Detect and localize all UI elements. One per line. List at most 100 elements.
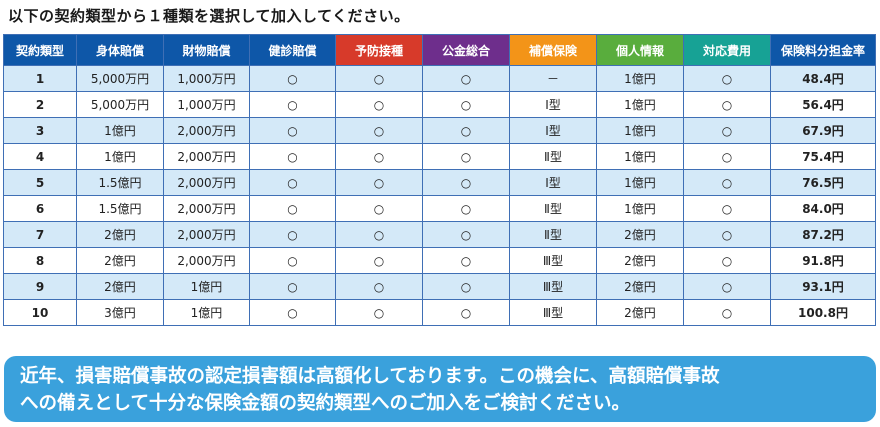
bodily-injury-cell: 2億円 (76, 247, 164, 274)
bodily-injury-cell: 5,000万円 (76, 91, 164, 118)
checkup-liability-cell: ○ (249, 247, 336, 274)
response-cost-cell: ○ (683, 273, 771, 300)
header-cell: 対応費用 (683, 34, 771, 66)
compensation-type-cell: Ⅱ型 (509, 221, 597, 248)
property-damage-cell: 1億円 (163, 299, 250, 326)
premium-rate-value: 91.8 (802, 254, 832, 268)
contract-type-number: 2 (3, 91, 77, 118)
public-fund-cell: ○ (422, 247, 510, 274)
checkup-liability-cell: ○ (249, 221, 336, 248)
table-header-row: 契約類型 身体賠償 財物賠償 健診賠償 予防接種 公金総合 補償保険 個人情報 … (3, 34, 876, 66)
premium-rate-unit: 円 (831, 124, 844, 138)
vaccination-cell: ○ (335, 169, 423, 196)
header-cell: 予防接種 (335, 34, 423, 66)
premium-rate-cell: 48.4円 (770, 65, 876, 92)
contract-type-number: 4 (3, 143, 77, 170)
premium-rate-cell: 91.8円 (770, 247, 876, 274)
response-cost-cell: ○ (683, 143, 771, 170)
header-cell: 健診賠償 (249, 34, 336, 66)
property-damage-cell: 2,000万円 (163, 247, 250, 274)
property-damage-cell: 2,000万円 (163, 143, 250, 170)
response-cost-cell: ○ (683, 91, 771, 118)
vaccination-cell: ○ (335, 143, 423, 170)
premium-rate-unit: 円 (831, 254, 844, 268)
vaccination-cell: ○ (335, 221, 423, 248)
table-row: 4 1億円 2,000万円 ○ ○ ○ Ⅱ型 1億円 ○ 75.4円 (3, 143, 876, 170)
public-fund-cell: ○ (422, 143, 510, 170)
premium-rate-unit: 円 (831, 228, 844, 242)
premium-rate-value: 87.2 (802, 228, 832, 242)
premium-rate-cell: 67.9円 (770, 117, 876, 144)
personal-info-cell: 2億円 (596, 247, 684, 274)
checkup-liability-cell: ○ (249, 273, 336, 300)
table-row: 5 1.5億円 2,000万円 ○ ○ ○ Ⅰ型 1億円 ○ 76.5円 (3, 169, 876, 196)
contract-type-number: 1 (3, 65, 77, 92)
premium-rate-unit: 円 (831, 72, 844, 86)
notice-banner: 近年、損害賠償事故の認定損害額は高額化しております。この機会に、高額賠償事故 へ… (4, 356, 876, 422)
premium-rate-value: 48.4 (802, 72, 832, 86)
header-cell: 個人情報 (596, 34, 684, 66)
public-fund-cell: ○ (422, 169, 510, 196)
property-damage-cell: 2,000万円 (163, 117, 250, 144)
compensation-type-cell: Ⅱ型 (509, 143, 597, 170)
personal-info-cell: 1億円 (596, 117, 684, 144)
vaccination-cell: ○ (335, 195, 423, 222)
premium-rate-cell: 75.4円 (770, 143, 876, 170)
premium-rate-value: 93.1 (802, 280, 832, 294)
page-heading: 以下の契約類型から１種類を選択して加入してください。 (8, 7, 410, 25)
property-damage-cell: 2,000万円 (163, 221, 250, 248)
premium-rate-cell: 84.0円 (770, 195, 876, 222)
contract-type-number: 6 (3, 195, 77, 222)
contract-type-number: 7 (3, 221, 77, 248)
compensation-type-cell: － (509, 65, 597, 92)
checkup-liability-cell: ○ (249, 65, 336, 92)
premium-rate-cell: 93.1円 (770, 273, 876, 300)
table-row: 3 1億円 2,000万円 ○ ○ ○ Ⅰ型 1億円 ○ 67.9円 (3, 117, 876, 144)
checkup-liability-cell: ○ (249, 195, 336, 222)
bodily-injury-cell: 1.5億円 (76, 169, 164, 196)
vaccination-cell: ○ (335, 273, 423, 300)
table-row: 6 1.5億円 2,000万円 ○ ○ ○ Ⅱ型 1億円 ○ 84.0円 (3, 195, 876, 222)
compensation-type-cell: Ⅰ型 (509, 169, 597, 196)
vaccination-cell: ○ (335, 91, 423, 118)
bodily-injury-cell: 1.5億円 (76, 195, 164, 222)
premium-rate-cell: 76.5円 (770, 169, 876, 196)
premium-rate-value: 75.4 (802, 150, 832, 164)
premium-rate-cell: 56.4円 (770, 91, 876, 118)
vaccination-cell: ○ (335, 65, 423, 92)
header-cell: 保険料分担金率 (770, 34, 876, 66)
contract-type-number: 5 (3, 169, 77, 196)
vaccination-cell: ○ (335, 117, 423, 144)
header-cell: 財物賠償 (163, 34, 250, 66)
property-damage-cell: 1,000万円 (163, 65, 250, 92)
vaccination-cell: ○ (335, 247, 423, 274)
premium-rate-unit: 円 (831, 280, 844, 294)
property-damage-cell: 1億円 (163, 273, 250, 300)
notice-line-1: 近年、損害賠償事故の認定損害額は高額化しております。この機会に、高額賠償事故 (20, 366, 720, 387)
contract-type-number: 9 (3, 273, 77, 300)
personal-info-cell: 2億円 (596, 273, 684, 300)
contract-type-table: 契約類型 身体賠償 財物賠償 健診賠償 予防接種 公金総合 補償保険 個人情報 … (3, 34, 876, 326)
premium-rate-value: 56.4 (802, 98, 832, 112)
premium-rate-cell: 87.2円 (770, 221, 876, 248)
bodily-injury-cell: 1億円 (76, 117, 164, 144)
personal-info-cell: 1億円 (596, 65, 684, 92)
public-fund-cell: ○ (422, 65, 510, 92)
compensation-type-cell: Ⅰ型 (509, 91, 597, 118)
premium-rate-unit: 円 (831, 176, 844, 190)
property-damage-cell: 2,000万円 (163, 195, 250, 222)
response-cost-cell: ○ (683, 117, 771, 144)
bodily-injury-cell: 2億円 (76, 221, 164, 248)
table-row: 10 3億円 1億円 ○ ○ ○ Ⅲ型 2億円 ○ 100.8円 (3, 299, 876, 326)
contract-type-number: 10 (3, 299, 77, 326)
public-fund-cell: ○ (422, 91, 510, 118)
table-body: 1 5,000万円 1,000万円 ○ ○ ○ － 1億円 ○ 48.4円 2 5,000万円 1,00… (3, 65, 876, 326)
public-fund-cell: ○ (422, 195, 510, 222)
premium-rate-unit: 円 (831, 98, 844, 112)
premium-rate-value: 76.5 (802, 176, 832, 190)
premium-rate-value: 67.9 (802, 124, 832, 138)
compensation-type-cell: Ⅲ型 (509, 299, 597, 326)
vaccination-cell: ○ (335, 299, 423, 326)
bodily-injury-cell: 2億円 (76, 273, 164, 300)
personal-info-cell: 1億円 (596, 91, 684, 118)
